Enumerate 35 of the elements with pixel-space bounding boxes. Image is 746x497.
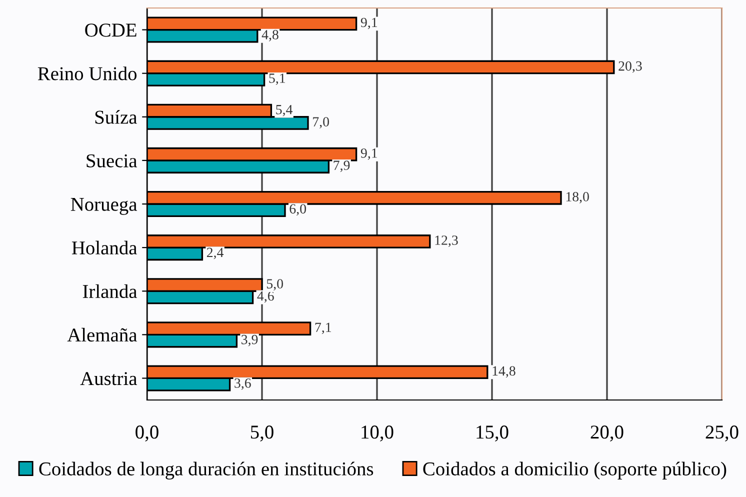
data-label: 6,0 bbox=[290, 204, 306, 216]
y-tick-label: Holanda bbox=[72, 240, 138, 254]
data-label: 5,4 bbox=[276, 104, 293, 116]
data-label: 3,6 bbox=[234, 378, 251, 390]
y-tick-label: OCDE bbox=[85, 24, 136, 37]
data-label: 4,6 bbox=[257, 291, 274, 303]
x-tick-label: 0,0 bbox=[136, 426, 158, 442]
x-tick-label: 5,0 bbox=[250, 426, 274, 442]
data-label: 5,0 bbox=[266, 279, 283, 290]
legend-label: Coidados a domicilio (soporte público) bbox=[423, 462, 726, 480]
data-label: 9,1 bbox=[360, 18, 377, 30]
data-label: 9,1 bbox=[360, 148, 377, 160]
x-tick-label: 20,0 bbox=[590, 426, 624, 442]
y-tick-label: Suíza bbox=[95, 110, 138, 124]
data-label: 5,1 bbox=[269, 74, 285, 85]
x-tick-label: 15,0 bbox=[476, 426, 508, 442]
y-tick-label: Austria bbox=[80, 372, 138, 386]
data-label: 7,9 bbox=[334, 160, 350, 172]
data-label: 4,8 bbox=[262, 30, 278, 42]
data-label: 3,9 bbox=[242, 334, 258, 346]
x-tick-label: 10,0 bbox=[362, 426, 394, 442]
data-label: 18,0 bbox=[566, 192, 589, 204]
data-label: 7,0 bbox=[313, 117, 329, 128]
data-label: 2,4 bbox=[206, 248, 224, 260]
data-label: 14,8 bbox=[492, 366, 516, 378]
data-label: 20,3 bbox=[618, 61, 642, 73]
y-tick-label: Suecia bbox=[86, 154, 138, 168]
y-tick-label: Irlanda bbox=[82, 284, 138, 298]
legend-label: Coidados de longa duración en institucións bbox=[39, 462, 374, 480]
data-label: 12,3 bbox=[435, 236, 458, 247]
data-label: 7,1 bbox=[315, 322, 331, 334]
y-tick-label: Noruega bbox=[70, 198, 138, 215]
y-tick-label: Alemaña bbox=[67, 328, 138, 342]
y-tick-label: Reino Unido bbox=[38, 66, 137, 80]
x-tick-label: 25,0 bbox=[706, 426, 738, 442]
